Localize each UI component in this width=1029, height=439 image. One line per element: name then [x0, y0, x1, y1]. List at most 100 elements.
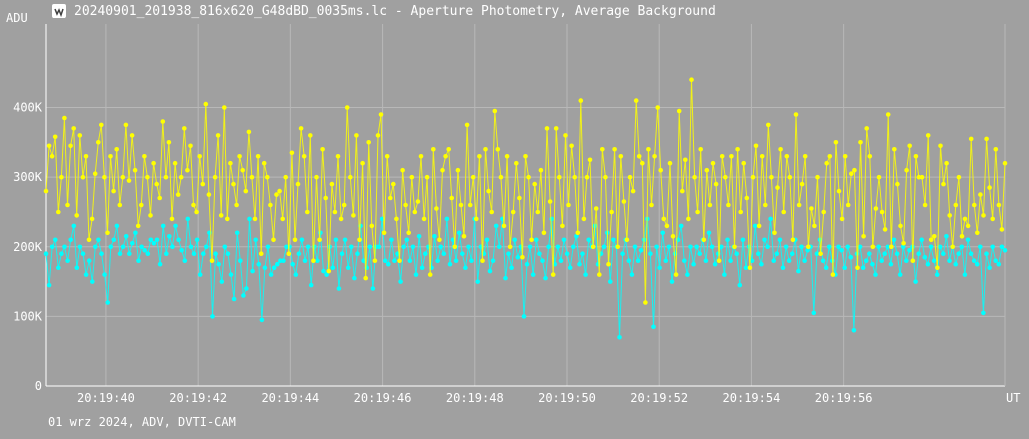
data-point — [369, 223, 375, 229]
data-point — [160, 223, 166, 229]
data-point — [117, 251, 123, 256]
data-point — [993, 147, 999, 152]
data-point — [308, 133, 313, 138]
data-point — [268, 272, 274, 277]
data-point — [547, 199, 553, 204]
data-point — [148, 237, 154, 243]
data-point — [673, 272, 679, 277]
data-point — [836, 244, 841, 250]
data-point — [689, 77, 694, 82]
data-point — [330, 265, 336, 271]
data-point — [421, 216, 427, 222]
data-point — [507, 244, 513, 250]
data-point — [231, 296, 237, 302]
data-point — [308, 282, 314, 288]
data-point — [132, 167, 138, 173]
data-point — [624, 237, 630, 243]
data-point — [590, 244, 596, 250]
data-point — [440, 167, 445, 173]
data-point — [664, 223, 670, 229]
data-point — [80, 174, 86, 180]
data-point — [999, 244, 1005, 250]
data-point — [716, 258, 722, 264]
data-point — [321, 268, 326, 274]
data-point — [626, 258, 632, 264]
data-point — [845, 202, 851, 208]
data-point — [627, 174, 633, 180]
data-point — [609, 209, 614, 215]
data-point — [142, 154, 147, 159]
data-point — [567, 265, 573, 271]
data-point — [857, 244, 863, 250]
data-point — [123, 122, 129, 128]
data-point — [521, 314, 527, 319]
data-point — [376, 244, 382, 250]
data-point — [771, 258, 776, 264]
data-point — [517, 195, 522, 201]
data-point — [210, 314, 215, 319]
data-point — [678, 223, 684, 229]
data-point — [580, 251, 585, 256]
data-point — [206, 192, 212, 197]
data-point — [77, 133, 83, 138]
data-point — [360, 160, 365, 166]
data-point — [296, 251, 302, 256]
data-point — [172, 160, 178, 166]
data-point — [332, 209, 338, 215]
data-point — [956, 174, 962, 180]
data-point — [170, 244, 175, 250]
data-point — [480, 258, 485, 264]
data-point — [636, 154, 642, 159]
data-point — [256, 261, 262, 267]
data-point — [145, 251, 151, 256]
data-point — [805, 248, 810, 253]
data-point — [65, 258, 70, 264]
data-point — [944, 234, 949, 239]
data-point — [560, 223, 565, 229]
data-point — [962, 272, 968, 277]
x-tick-label: 20:19:54 — [723, 391, 781, 405]
data-point — [487, 268, 493, 274]
data-point — [913, 154, 919, 159]
data-point — [498, 174, 504, 180]
data-point — [984, 136, 989, 142]
data-point — [466, 244, 471, 250]
data-point — [574, 234, 579, 239]
data-point — [458, 202, 464, 208]
x-axis-unit-label: UT — [1006, 391, 1020, 405]
series-line — [45, 79, 1006, 303]
data-point — [904, 258, 909, 264]
chart-grid — [46, 24, 1005, 386]
data-point — [157, 261, 163, 267]
data-point — [839, 216, 845, 222]
data-point — [523, 154, 528, 159]
data-point — [96, 237, 101, 243]
data-point — [527, 244, 533, 250]
data-point — [600, 147, 605, 152]
data-point — [975, 230, 980, 236]
data-point — [123, 234, 129, 239]
data-point — [784, 154, 790, 159]
y-tick-label: 200K — [13, 240, 43, 254]
data-point — [839, 248, 844, 253]
data-point — [477, 154, 482, 159]
lightcurve-app-icon — [52, 4, 66, 18]
data-point — [738, 209, 743, 215]
data-point — [416, 234, 422, 239]
data-point — [105, 300, 110, 305]
data-point — [258, 251, 264, 256]
data-point — [453, 258, 459, 264]
data-point — [293, 272, 299, 277]
data-point — [375, 133, 381, 138]
data-point — [772, 230, 777, 236]
data-point — [74, 213, 79, 218]
data-point — [89, 216, 95, 222]
data-point — [732, 244, 737, 250]
data-point — [384, 154, 390, 159]
data-point — [367, 244, 373, 250]
data-point — [290, 261, 296, 267]
data-point — [759, 261, 764, 267]
data-point — [492, 108, 498, 114]
data-point — [259, 317, 265, 323]
